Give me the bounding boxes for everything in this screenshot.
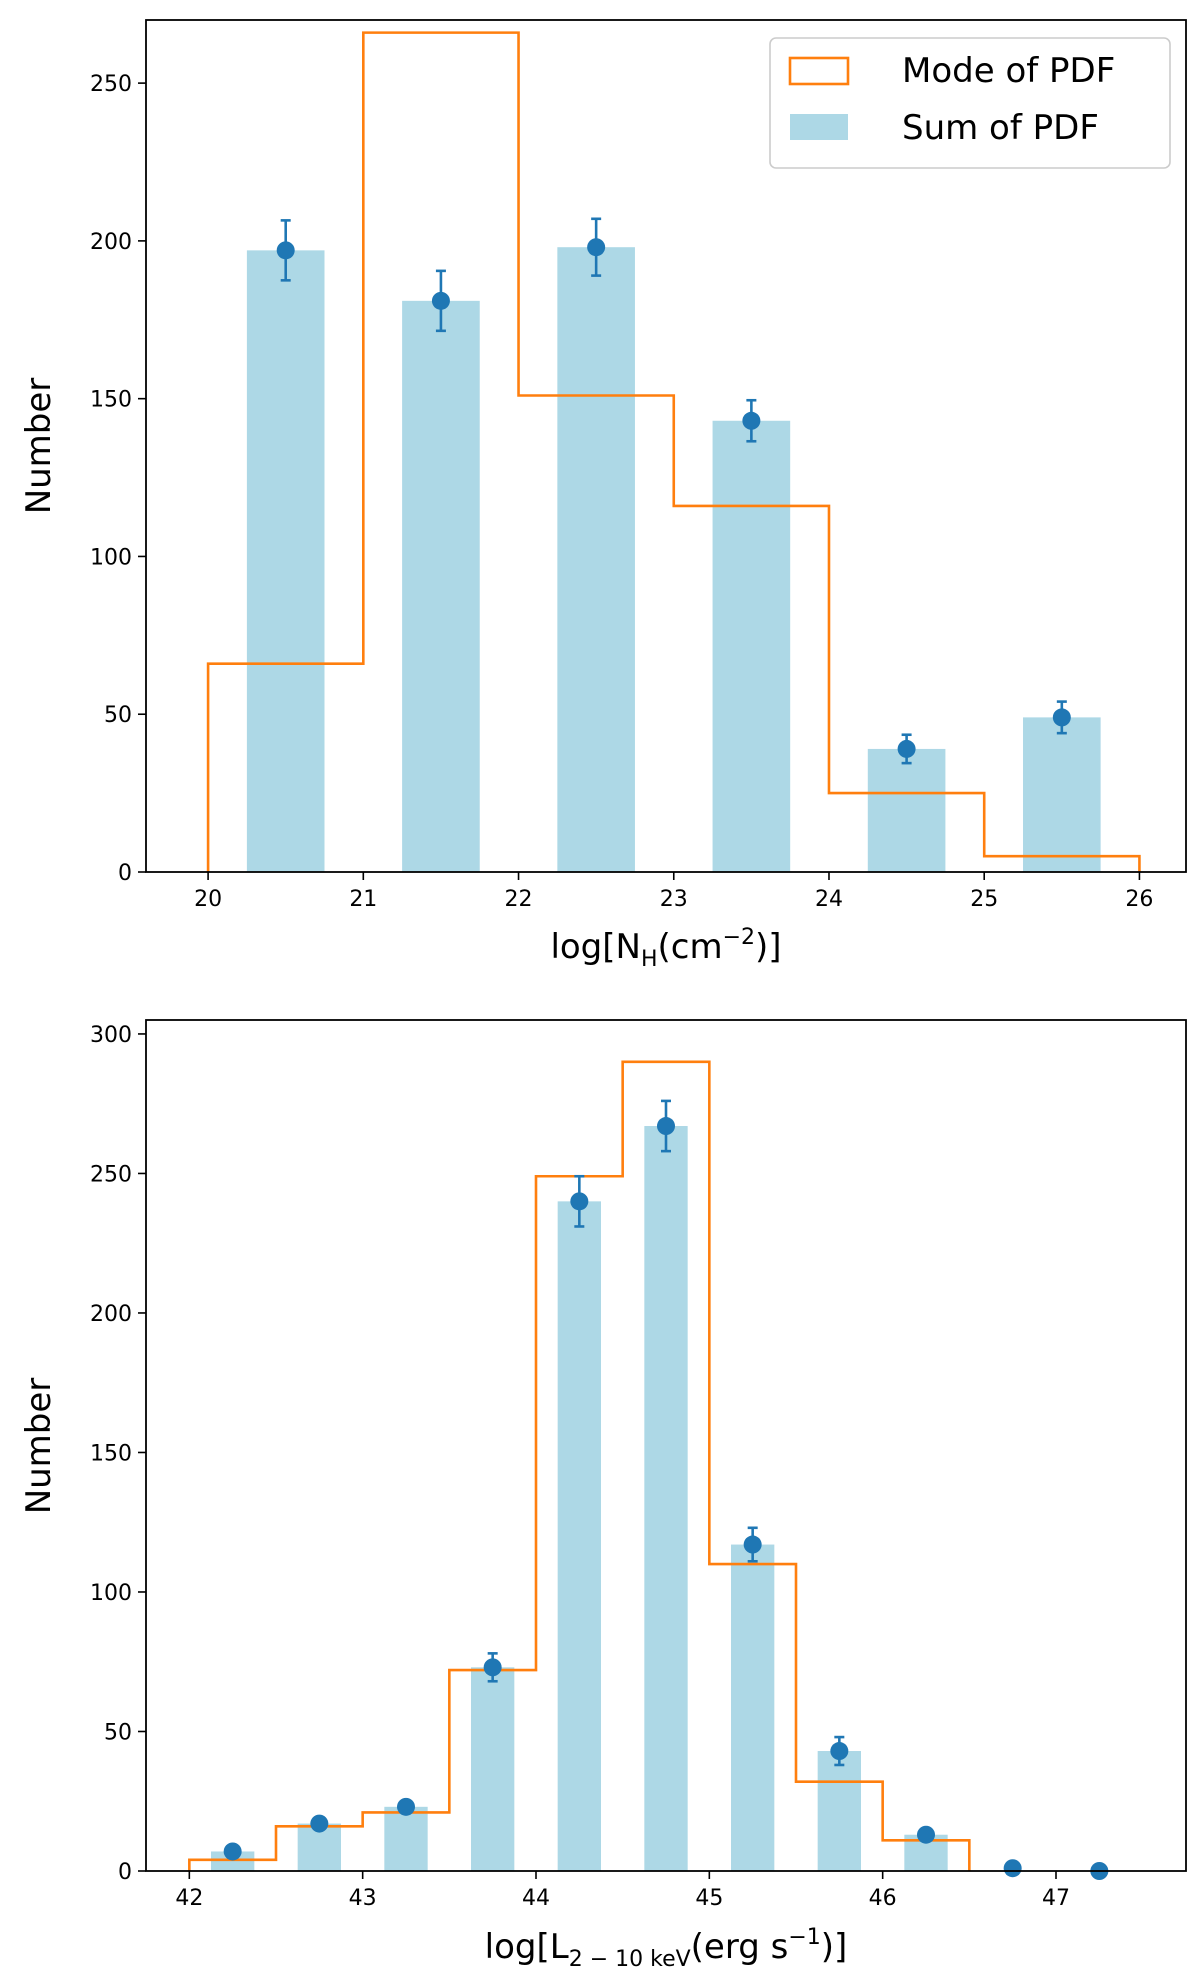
y-tick-label: 250 [90,72,132,97]
x-tick-label: 46 [869,1886,897,1911]
data-point [917,1825,935,1844]
data-point [742,411,761,430]
data-point [657,1117,675,1136]
x-tick-label: 47 [1042,1886,1070,1911]
y-axis-label: Number [19,1378,59,1515]
bar-sum-of-pdf [644,1126,688,1871]
y-tick-label: 200 [90,1302,132,1327]
data-point [310,1814,329,1833]
bar-sum-of-pdf [557,247,635,872]
bar-sum-of-pdf [1023,717,1101,872]
bar-sum-of-pdf [402,300,480,872]
mode-of-pdf-step-line [206,31,1141,872]
y-tick-label: 0 [118,1860,132,1885]
bar-sum-of-pdf [471,1667,515,1871]
y-tick-label: 200 [90,230,132,255]
bar-sum-of-pdf [557,1201,601,1871]
x-tick-label: 42 [175,1886,203,1911]
legend-box [769,37,1171,169]
plot-frame [145,19,1187,873]
y-axis-label: Number [19,378,59,515]
y-tick-label: 150 [90,388,132,413]
chart-panel-1: 20 21 22 23 24 25 26 0 50 100 150 200 250 Number log[N… [19,19,1187,972]
bar-sum-of-pdf [731,1544,775,1871]
x-tick-label: 20 [194,887,222,912]
data-point [587,238,606,257]
y-tick-label: 100 [90,1581,132,1606]
bar-sum-of-pdf [211,1851,255,1871]
bar-sum-of-pdf [246,250,325,872]
legend-label-sum-of-pdf: Sum of PDF [902,108,1099,148]
bar-sum-of-pdf [867,748,946,872]
data-point [1052,708,1071,727]
x-axis-label: log[NH(cm−2)] [550,925,781,972]
bar-sum-of-pdf [712,420,791,872]
x-tick-label: 26 [1125,887,1153,912]
x-axis-label: log[L2 − 10 keV(erg s−1)] [485,1925,848,1972]
bar-sum-of-pdf [384,1806,428,1871]
data-point [1003,1859,1022,1878]
x-tick-label: 23 [660,887,688,912]
x-tick-label: 43 [349,1886,377,1911]
legend-swatch-mode-of-pdf [788,56,850,86]
data-point [483,1658,502,1677]
y-tick-label: 300 [90,1023,132,1048]
y-tick-label: 0 [118,861,132,886]
y-tick-label: 100 [90,545,132,570]
y-tick-label: 250 [90,1162,132,1187]
chart-panel-2: 42 43 44 45 46 47 0 50 100 150 200 250 300 Number log[… [19,1019,1187,1972]
data-point [743,1535,762,1554]
x-tick-label: 24 [815,887,843,912]
x-tick-label: 21 [349,887,377,912]
y-tick-label: 50 [104,1720,132,1745]
data-point [223,1842,242,1861]
x-tick-label: 45 [695,1886,723,1911]
data-point [830,1742,849,1761]
data-point [431,291,450,310]
plot-frame [145,1019,1187,1872]
x-tick-label: 44 [522,1886,550,1911]
data-point [570,1192,589,1211]
x-tick-label: 25 [970,887,998,912]
legend-label-mode-of-pdf: Mode of PDF [902,51,1115,91]
y-tick-label: 150 [90,1441,132,1466]
x-tick-label: 22 [505,887,533,912]
data-point [276,241,295,260]
y-tick-label: 50 [104,703,132,728]
legend-swatch-sum-of-pdf [790,114,848,140]
data-point [897,739,916,758]
legend: Mode of PDF Sum of PDF [769,37,1171,169]
data-point [397,1797,415,1816]
bar-sum-of-pdf [817,1751,861,1871]
